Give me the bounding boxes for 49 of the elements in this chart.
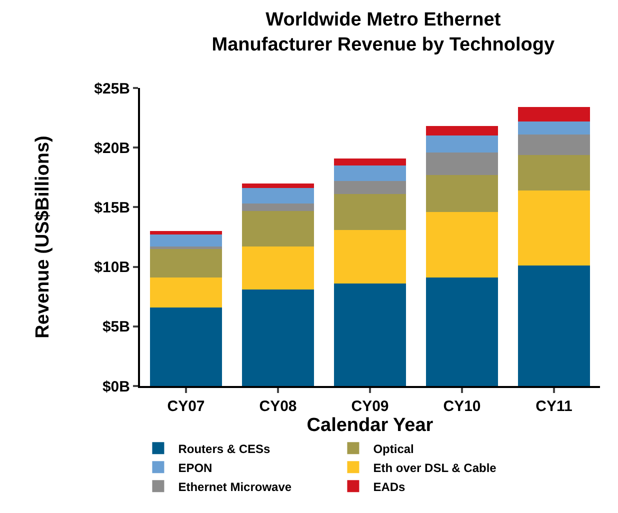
bar bbox=[334, 165, 406, 181]
bar bbox=[518, 107, 590, 122]
bar bbox=[242, 183, 314, 188]
bar bbox=[242, 204, 314, 211]
bar bbox=[334, 158, 406, 166]
bar bbox=[426, 278, 498, 386]
bar bbox=[150, 248, 222, 278]
legend-label: Ethernet Microwave bbox=[178, 480, 292, 494]
bar bbox=[426, 126, 498, 136]
chart-title: Worldwide Metro Ethernet Manufacturer Revenue by Technology bbox=[212, 10, 555, 56]
y-tick-label: $10B bbox=[94, 259, 130, 276]
bar bbox=[242, 210, 314, 247]
bar bbox=[426, 212, 498, 278]
y-tick-label: $15B bbox=[94, 199, 130, 216]
bar bbox=[242, 188, 314, 204]
legend-label: Routers & CESs bbox=[178, 442, 271, 456]
bar bbox=[334, 180, 406, 194]
bar bbox=[242, 289, 314, 386]
legend-label: EPON bbox=[178, 460, 212, 475]
bar bbox=[426, 175, 498, 212]
y-tick-label: $20B bbox=[94, 140, 130, 157]
legend-label: EADs bbox=[373, 480, 406, 494]
bar bbox=[334, 194, 406, 230]
bar bbox=[518, 121, 590, 134]
legend-label: Optical bbox=[373, 442, 414, 456]
bar bbox=[518, 134, 590, 155]
bar bbox=[150, 234, 222, 247]
y-tick-label: $25B bbox=[94, 80, 130, 98]
x-tick-label: CY10 bbox=[443, 398, 481, 415]
legend-label: Eth over DSL & Cable bbox=[373, 460, 497, 475]
x-tick-label: CY07 bbox=[167, 398, 205, 415]
bar bbox=[426, 152, 498, 176]
x-tick-label: CY08 bbox=[259, 398, 297, 415]
bar bbox=[518, 154, 590, 191]
bar bbox=[518, 190, 590, 266]
x-tick-label: CY11 bbox=[536, 398, 572, 415]
bar bbox=[150, 231, 222, 235]
x-tick-label: CY09 bbox=[351, 398, 389, 415]
bar bbox=[150, 278, 222, 308]
bar bbox=[242, 246, 314, 290]
bar bbox=[150, 307, 222, 386]
bar bbox=[334, 230, 406, 284]
y-axis-title: Revenue (US$Billions) bbox=[32, 136, 54, 338]
y-tick-label: $0B bbox=[102, 378, 130, 396]
y-tick-label: $5B bbox=[102, 318, 130, 336]
bar bbox=[518, 266, 590, 386]
bar bbox=[426, 136, 498, 152]
bar bbox=[334, 283, 406, 386]
x-axis-title: Calendar Year bbox=[306, 415, 434, 436]
